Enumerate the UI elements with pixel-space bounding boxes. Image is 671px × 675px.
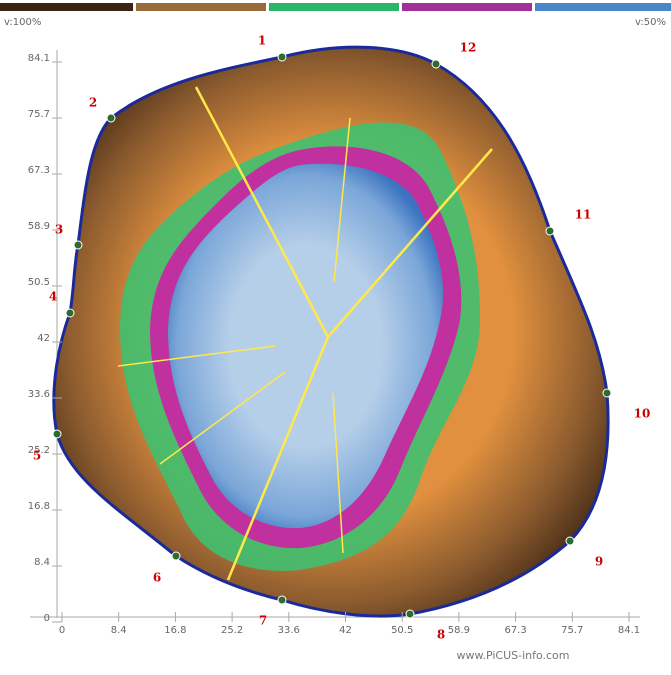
legend-swatch [136,3,266,11]
sensor-label: 11 [575,208,592,222]
sensor-point [277,595,287,605]
core-zone [168,163,444,529]
sensor-label: 8 [437,628,445,642]
x-tick-label: 25.2 [221,625,243,636]
y-tick-label: 0 [44,613,50,624]
sensor-point [565,536,575,546]
legend-swatch [0,3,133,11]
y-tick-label: 58.9 [28,221,50,232]
tree-cross-section [52,45,610,618]
sensor-label: 12 [460,41,477,55]
x-tick-label: 67.3 [504,625,526,636]
crack-line [226,336,330,581]
crack-line [333,117,351,283]
crack-line [159,371,286,465]
legend-swatch [402,3,532,11]
sensor-point [52,429,62,439]
legend-right-label: v:50% [635,17,666,28]
sensor-point [65,308,75,318]
sensor-label: 3 [55,223,63,237]
y-tick-label: 84.1 [28,53,50,64]
sensor-point [431,59,441,69]
sensor-label: 1 [258,34,266,48]
x-tick-label: 16.8 [164,625,186,636]
x-tick-label: 8.4 [111,625,127,636]
y-tick-label: 50.5 [28,277,50,288]
x-tick-label: 84.1 [618,625,640,636]
y-tick-label: 8.4 [34,557,50,568]
x-tick-label: 33.6 [278,625,300,636]
legend-swatch [269,3,399,11]
legend-bar [0,3,671,11]
crack-lines [117,86,493,581]
sensor-point [277,52,287,62]
y-tick-label: 25.2 [28,445,50,456]
sensor-point [106,113,116,123]
y-tick-label: 33.6 [28,389,50,400]
legend-left-label: v:100% [4,17,41,28]
footer: www.PiCUS-info.com [456,649,569,662]
sensor-point [171,551,181,561]
x-tick-label: 0 [59,625,65,636]
sensor-label: 10 [634,407,651,421]
sensor-label: 5 [33,449,41,463]
y-tick-label: 42 [37,333,50,344]
sensor-point [73,240,83,250]
x-tick-label: 50.5 [391,625,413,636]
sensor-label: 7 [259,614,267,628]
sensor-point [405,609,415,619]
sensor-label: 4 [49,290,57,304]
crack-line [327,148,493,338]
y-tick-label: 75.7 [28,109,50,120]
crack-line [117,345,276,367]
crack-line [194,86,330,338]
sensor-label: 9 [595,555,603,569]
crack-line [332,392,344,554]
x-tick-label: 58.9 [448,625,470,636]
y-tick-label: 67.3 [28,165,50,176]
legend-swatch [535,3,671,11]
y-tick-label: 16.8 [28,501,50,512]
x-tick-label: 75.7 [561,625,583,636]
x-tick-label: 42 [339,625,352,636]
sensor-point [545,226,555,236]
sensor-label: 2 [89,96,97,110]
sensor-label: 6 [153,571,161,585]
sensor-point [602,388,612,398]
